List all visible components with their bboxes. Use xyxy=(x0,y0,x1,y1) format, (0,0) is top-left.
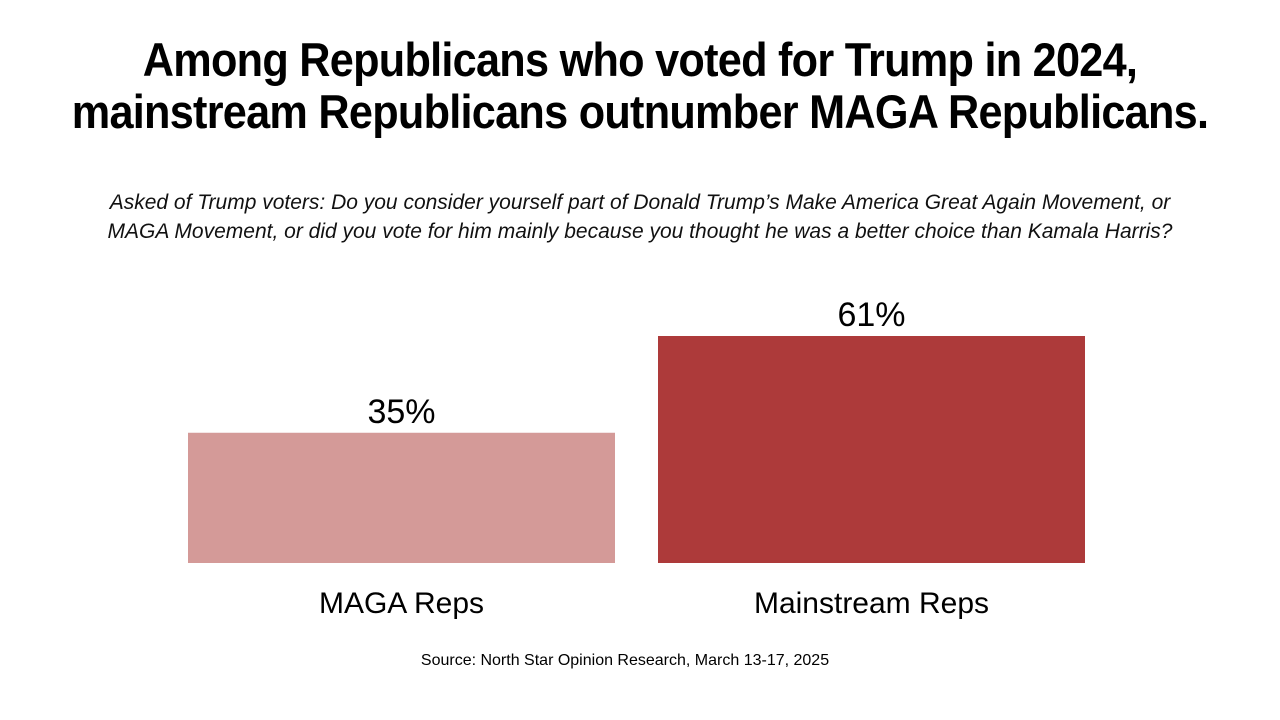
bar-maga-reps xyxy=(188,432,615,563)
survey-question: Asked of Trump voters: Do you consider y… xyxy=(0,188,1280,246)
data-label-maga-reps: 35% xyxy=(367,393,435,431)
survey-question-line-2: MAGA Movement, or did you vote for him m… xyxy=(107,220,1173,243)
bar-mainstream-reps xyxy=(658,336,1085,563)
chart-title: Among Republicans who voted for Trump in… xyxy=(0,34,1280,138)
chart-title-line-2: mainstream Republicans outnumber MAGA Re… xyxy=(71,85,1209,138)
data-label-mainstream-reps: 61% xyxy=(837,296,905,334)
source-note: Source: North Star Opinion Research, Mar… xyxy=(420,652,830,669)
chart-title-line-1: Among Republicans who voted for Trump in… xyxy=(142,33,1138,86)
survey-question-line-1: Asked of Trump voters: Do you consider y… xyxy=(109,191,1171,214)
category-label-mainstream-reps: Mainstream Reps xyxy=(754,587,989,620)
category-label-maga-reps: MAGA Reps xyxy=(319,587,484,620)
